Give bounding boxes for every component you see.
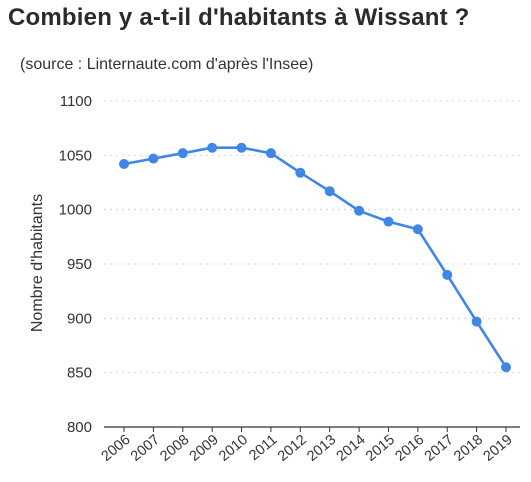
y-tick-label: 950 xyxy=(67,256,92,273)
data-point xyxy=(119,159,129,170)
x-tick-label: 2011 xyxy=(246,432,280,464)
gridlines xyxy=(104,100,520,374)
series-line xyxy=(122,146,508,369)
x-tick-label: 2019 xyxy=(481,432,516,465)
y-tick-label: 1050 xyxy=(59,147,92,164)
x-tick-label: 2010 xyxy=(216,432,251,465)
x-axis-ticks: 2006200720082009201020112012201320142015… xyxy=(99,427,516,465)
x-tick-label: 2014 xyxy=(334,432,369,465)
x-tick-label: 2012 xyxy=(275,432,310,465)
x-tick-label: 2007 xyxy=(128,432,163,465)
data-point xyxy=(354,205,365,216)
data-point xyxy=(412,224,423,235)
y-axis-ticks: 800 850 900 950 1000 1050 1100 xyxy=(59,93,92,436)
chart-title: Combien y a-t-il d'habitants à Wissant ? xyxy=(8,4,470,31)
data-point xyxy=(324,186,335,197)
x-tick-label: 2018 xyxy=(451,432,486,465)
y-tick-label: 850 xyxy=(67,365,92,382)
x-tick-label: 2009 xyxy=(187,432,222,465)
data-point xyxy=(295,167,306,178)
chart-subtitle: (source : Linternaute.com d'après l'Inse… xyxy=(20,56,314,73)
x-tick-label: 2008 xyxy=(157,432,192,465)
y-tick-label: 800 xyxy=(67,419,92,436)
y-tick-label: 1100 xyxy=(60,93,92,110)
y-axis-label: Nombre d'habitants xyxy=(29,194,46,332)
y-tick-label: 1000 xyxy=(59,202,92,219)
data-point xyxy=(177,148,188,159)
data-point xyxy=(148,153,159,164)
x-tick-label: 2006 xyxy=(99,432,134,465)
data-points xyxy=(119,142,511,373)
x-tick-label: 2015 xyxy=(363,432,398,465)
y-tick-label: 900 xyxy=(67,310,92,327)
data-point xyxy=(501,362,511,373)
data-point xyxy=(236,142,247,153)
data-point xyxy=(471,316,482,327)
data-point xyxy=(442,269,453,280)
data-point xyxy=(265,148,276,159)
data-point xyxy=(383,216,394,227)
x-tick-label: 2013 xyxy=(304,432,339,465)
x-tick-label: 2016 xyxy=(392,432,427,465)
data-point xyxy=(207,142,218,153)
x-tick-label: 2017 xyxy=(422,432,457,465)
